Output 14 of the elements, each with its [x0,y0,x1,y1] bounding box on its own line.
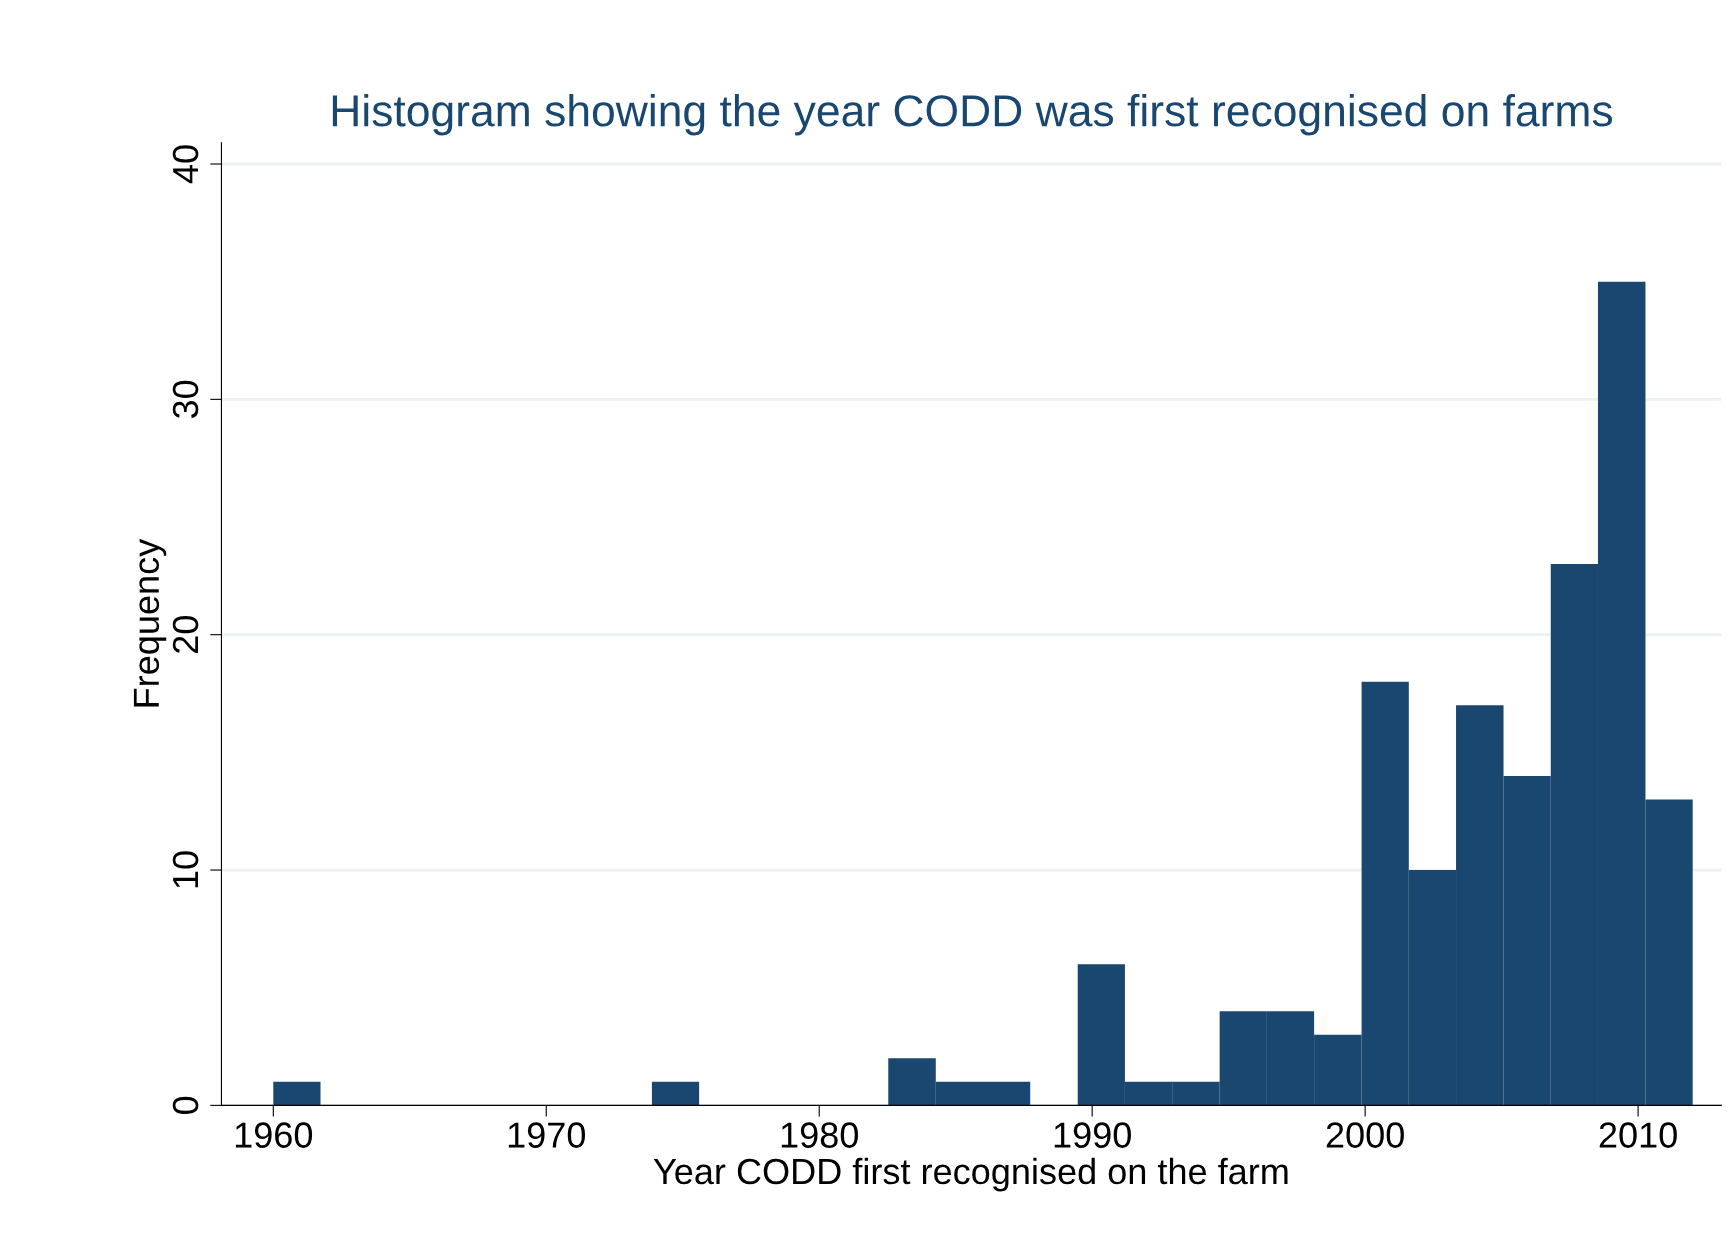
x-tick-label: 1990 [1054,1122,1131,1148]
y-tick-label: 30 [172,380,199,419]
x-tick-label: 1970 [508,1122,586,1148]
y-tick-label: 40 [172,145,199,184]
x-axis-title: Year CODD first recognised on the farm [653,1157,1288,1192]
x-tick-label: 2000 [1326,1122,1404,1148]
y-tick-label: 20 [172,616,199,653]
x-tick-label: 1980 [781,1122,858,1148]
x-tick-label: 1960 [235,1122,313,1148]
chart-title: Histogram showing the year CODD was first recognised on farms [332,93,1613,136]
y-tick-label: 0 [172,1096,199,1115]
x-tick-label: 2010 [1599,1122,1677,1148]
y-tick-label: 10 [172,851,199,888]
y-axis-title: Frequency [133,538,167,707]
